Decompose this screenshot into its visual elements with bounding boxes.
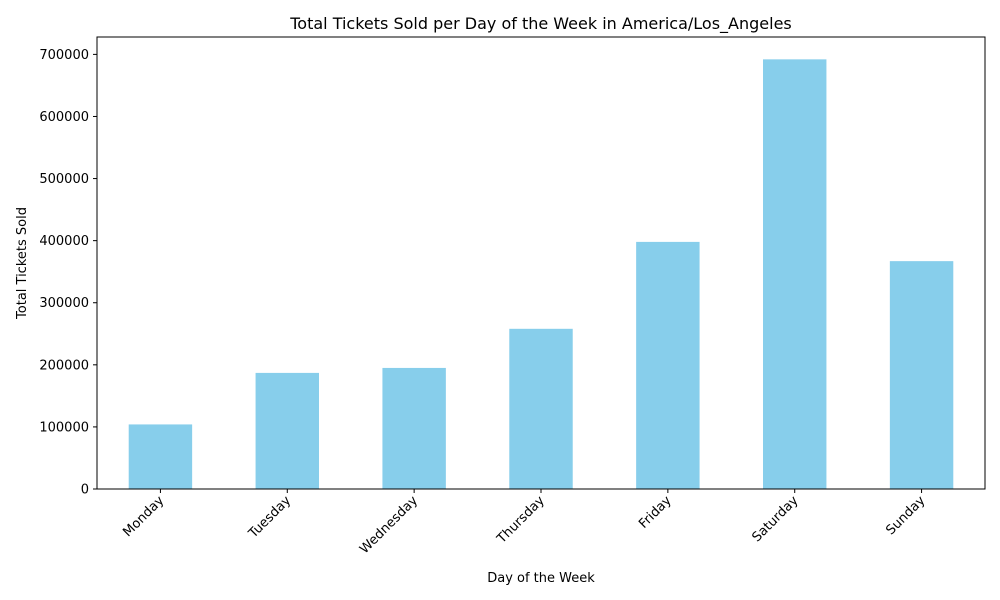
x-axis: Monday Tuesday Wednesday Thursday Friday Satu… [120,489,929,557]
y-tick-label: 600000 [39,110,89,125]
y-tick-label: 100000 [39,420,89,435]
x-tick-label: Monday [120,493,167,540]
bars-group [128,59,954,489]
chart-title: Total Tickets Sold per Day of the Week i… [289,14,792,34]
bar-thursday [509,328,573,489]
y-tick-label: 500000 [39,172,89,187]
x-tick-label: Sunday [883,493,928,538]
x-axis-label: Day of the Week [487,571,595,586]
y-tick-label: 0 [81,483,89,498]
bar-monday [128,424,193,489]
bar-sunday [889,261,954,489]
plot-frame [96,36,986,490]
y-tick-label: 400000 [39,234,89,249]
y-tick-label: 700000 [39,48,89,63]
x-tick-label: Friday [636,493,675,532]
bar-tuesday [255,372,319,489]
bar-saturday [763,59,827,489]
y-axis-label: Total Tickets Sold [15,207,30,320]
y-axis: 0 100000 200000 300000 400000 500000 600000 700… [39,48,97,498]
x-tick-label: Tuesday [245,493,294,542]
x-tick-label: Saturday [750,493,802,545]
bar-friday [636,241,700,489]
y-tick-label: 200000 [39,358,89,373]
y-tick-label: 300000 [39,296,89,311]
x-tick-label: Wednesday [357,493,421,557]
x-tick-label: Thursday [494,493,548,547]
bar-wednesday [382,367,446,489]
